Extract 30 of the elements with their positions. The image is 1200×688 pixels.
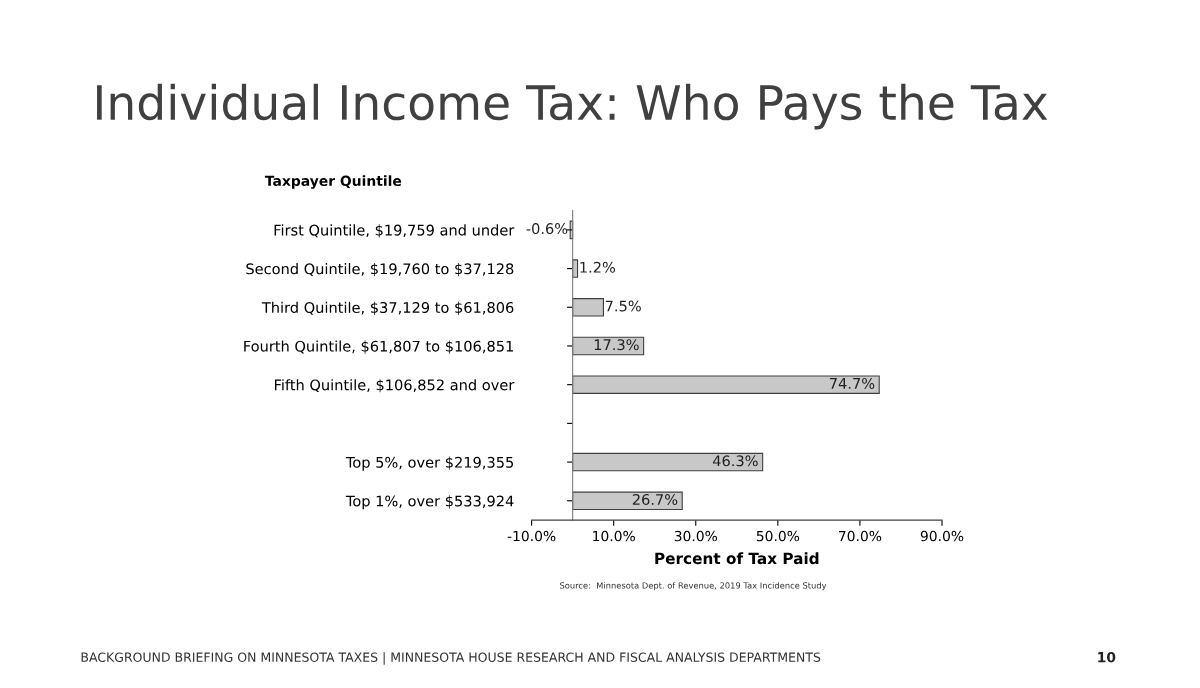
y-tick-label: Second Quintile, $19,760 to $37,128 [246,263,514,277]
chart-title: Individual Income Tax: Who Pays the Tax [97,83,1048,130]
x-axis-title: Percent of Tax Paid [655,552,819,565]
data-label: 1.2% [580,261,616,273]
x-tick-label: 90.0% [920,530,964,542]
x-tick-label: 50.0% [756,530,800,542]
bar [572,452,764,472]
x-tick-label: -10.0% [507,530,556,542]
y-tick-label: First Quintile, $19,759 and under [274,224,515,238]
data-label: 26.7% [632,493,678,506]
y-tick-label: Fifth Quintile, $106,852 and over [274,379,515,393]
text: BACKGROUND BRIEFING ON MINNESOTA TAXES | MINNESOTA HOUSE RESEARCH AND FISCAL ANALYSIS DEPARTMENTS [81,652,821,665]
bar [572,491,683,511]
y-axis-title: Taxpayer Quintile [264,175,402,189]
x-tick-label: 10.0% [593,530,635,542]
data-label: 17.3% [594,339,639,351]
bar [572,375,880,394]
text: 10 [1098,651,1116,663]
x-tick-label: 70.0% [839,530,882,542]
data-label: 7.5% [605,300,641,312]
source-note: Source: Minnesota Dept. of Revenue, 2019 Tax Incidence Study [560,582,827,591]
x-tick-label: 30.0% [674,530,718,542]
bar [572,298,604,317]
data-label: 46.3% [712,455,758,467]
y-tick-label: Top 5%, over $219,355 [345,456,514,471]
y-tick-label: Top 1%, over $533,924 [345,495,514,510]
y-tick-label: Third Quintile, $37,129 to $61,806 [261,301,514,315]
data-label: 74.7% [829,377,875,389]
y-tick-label: Fourth Quintile, $61,807 to $106,851 [244,340,513,354]
data-label: -0.6% [526,223,568,235]
